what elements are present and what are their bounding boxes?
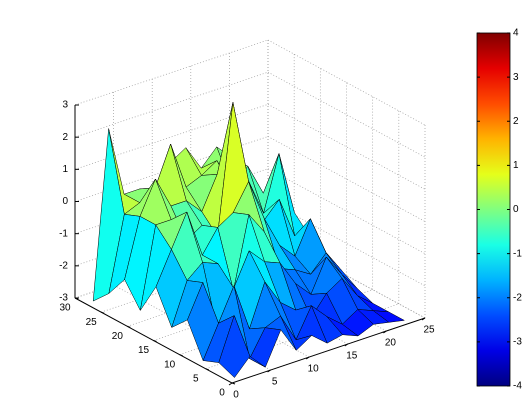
colorbar-tick-label: -1 bbox=[513, 248, 522, 259]
z-tick-label: 3 bbox=[62, 100, 68, 111]
tick-mark bbox=[127, 325, 131, 328]
grid-line bbox=[74, 39, 269, 106]
grid-line bbox=[127, 261, 321, 327]
y-tick-label: 20 bbox=[112, 331, 124, 342]
x-tick-label: 10 bbox=[308, 364, 320, 375]
colorbar-tick-label: 0 bbox=[513, 204, 519, 215]
tick-mark bbox=[305, 356, 310, 360]
x-tick-label: 15 bbox=[346, 351, 358, 362]
z-tick-label: -3 bbox=[59, 293, 68, 304]
tick-mark bbox=[231, 382, 236, 385]
z-tick-label: 0 bbox=[62, 196, 68, 207]
colorbar-tick-label: 3 bbox=[513, 72, 519, 83]
tick-mark bbox=[228, 382, 233, 386]
colorbar-tick-label: -4 bbox=[513, 381, 522, 392]
z-tick-label: 1 bbox=[62, 164, 68, 175]
tick-mark bbox=[383, 330, 387, 334]
colorbar bbox=[476, 32, 511, 387]
grid-line bbox=[101, 246, 295, 313]
x-tick-label: 0 bbox=[233, 390, 239, 401]
tick-mark bbox=[267, 369, 271, 373]
z-tick-label: 2 bbox=[62, 132, 68, 143]
tick-mark bbox=[179, 354, 183, 357]
colorbar-tick-label: 1 bbox=[513, 160, 519, 171]
tick-mark bbox=[153, 340, 157, 342]
z-tick-label: -2 bbox=[59, 260, 68, 271]
tick-mark bbox=[101, 311, 105, 314]
colorbar-tick-label: 4 bbox=[513, 28, 519, 39]
grid-line bbox=[267, 104, 426, 190]
y-tick-label: 15 bbox=[138, 345, 150, 356]
tick-mark bbox=[421, 317, 426, 321]
axis-line bbox=[231, 317, 426, 384]
tick-mark bbox=[205, 368, 209, 371]
surface-face bbox=[218, 314, 251, 378]
colorbar-tick-label: -2 bbox=[513, 292, 522, 303]
tick-mark bbox=[344, 343, 349, 347]
x-tick-label: 25 bbox=[423, 325, 435, 336]
colorbar-tick-label: 2 bbox=[513, 116, 519, 127]
x-tick-label: 20 bbox=[385, 338, 397, 349]
x-tick-label: 5 bbox=[272, 377, 278, 388]
y-tick-label: 5 bbox=[193, 373, 199, 384]
grid-line bbox=[74, 71, 269, 138]
y-tick-label: 30 bbox=[59, 303, 71, 314]
z-tick-label: -1 bbox=[59, 228, 68, 239]
grid-line bbox=[267, 71, 426, 158]
y-tick-label: 0 bbox=[219, 388, 225, 399]
y-tick-label: 25 bbox=[86, 317, 98, 328]
grid-line bbox=[153, 275, 347, 341]
colorbar-tick-label: -3 bbox=[513, 337, 522, 348]
y-tick-label: 10 bbox=[164, 359, 176, 370]
